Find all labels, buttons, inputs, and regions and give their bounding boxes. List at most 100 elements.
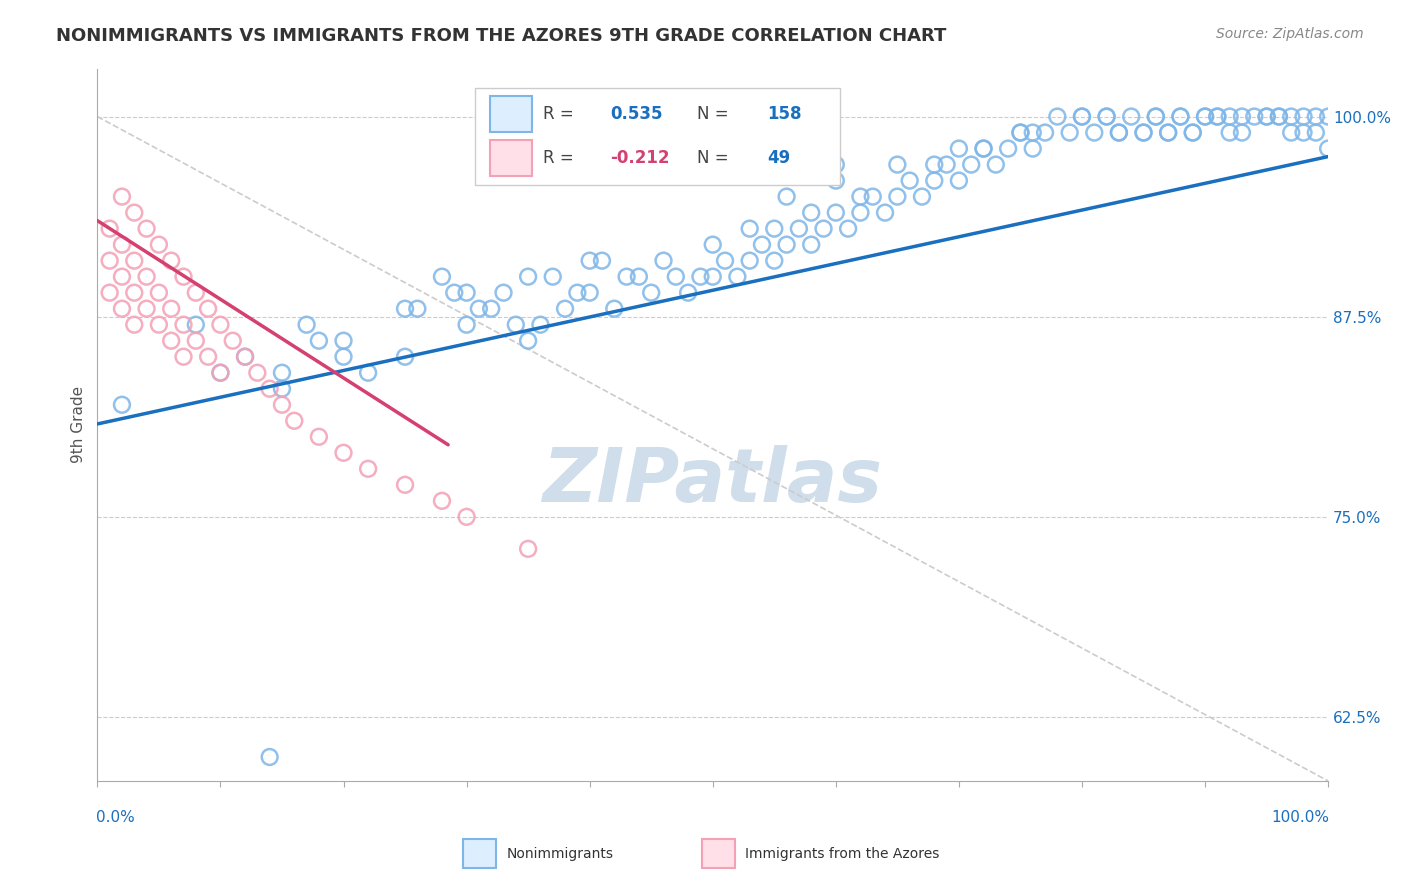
Point [111, 189, 134, 203]
Point [209, 366, 232, 380]
Point [824, 173, 846, 187]
Point [283, 414, 305, 428]
Point [1194, 110, 1216, 124]
Point [960, 158, 983, 172]
Point [394, 350, 416, 364]
Point [111, 398, 134, 412]
Point [233, 350, 256, 364]
Point [1095, 110, 1118, 124]
Point [456, 509, 478, 524]
Point [1279, 126, 1302, 140]
Point [111, 269, 134, 284]
Point [1059, 126, 1081, 140]
Point [922, 173, 945, 187]
Point [973, 142, 995, 156]
Point [222, 334, 245, 348]
Point [1219, 110, 1241, 124]
Point [824, 205, 846, 219]
Point [948, 142, 970, 156]
Point [308, 334, 330, 348]
Point [1206, 110, 1229, 124]
Point [357, 366, 380, 380]
Point [98, 253, 121, 268]
Point [332, 334, 354, 348]
Point [111, 237, 134, 252]
Text: 49: 49 [766, 150, 790, 168]
Text: R =: R = [543, 150, 579, 168]
Point [862, 189, 884, 203]
Point [567, 285, 589, 300]
Point [1083, 126, 1105, 140]
Text: Source: ZipAtlas.com: Source: ZipAtlas.com [1216, 27, 1364, 41]
Point [184, 285, 207, 300]
Point [1317, 142, 1340, 156]
Point [665, 269, 688, 284]
Point [616, 269, 638, 284]
Point [1121, 110, 1143, 124]
Point [160, 301, 183, 316]
Point [652, 253, 675, 268]
Point [603, 301, 626, 316]
Point [725, 269, 748, 284]
Y-axis label: 9th Grade: 9th Grade [72, 386, 86, 463]
Text: N =: N = [697, 105, 734, 123]
Text: 0.535: 0.535 [610, 105, 664, 123]
Text: 100.0%: 100.0% [1271, 810, 1329, 824]
Point [763, 253, 786, 268]
Point [1144, 110, 1167, 124]
Point [1022, 126, 1045, 140]
Point [1243, 110, 1265, 124]
Point [591, 253, 613, 268]
Point [394, 478, 416, 492]
Point [738, 221, 761, 235]
Point [184, 334, 207, 348]
Point [578, 253, 600, 268]
Point [1144, 110, 1167, 124]
Point [1230, 110, 1253, 124]
Point [456, 318, 478, 332]
Point [1317, 110, 1340, 124]
Point [246, 366, 269, 380]
Point [997, 142, 1019, 156]
Point [124, 285, 146, 300]
Point [1022, 142, 1045, 156]
Point [430, 269, 453, 284]
FancyBboxPatch shape [475, 87, 839, 185]
Point [259, 750, 281, 764]
Point [1268, 110, 1291, 124]
Point [135, 221, 157, 235]
Point [233, 350, 256, 364]
Point [430, 493, 453, 508]
Point [886, 189, 908, 203]
Point [1256, 110, 1278, 124]
Point [751, 237, 773, 252]
Point [578, 285, 600, 300]
Point [837, 221, 859, 235]
Point [209, 318, 232, 332]
Text: -0.212: -0.212 [610, 150, 671, 168]
Point [505, 318, 527, 332]
Point [1181, 126, 1204, 140]
Text: NONIMMIGRANTS VS IMMIGRANTS FROM THE AZORES 9TH GRADE CORRELATION CHART: NONIMMIGRANTS VS IMMIGRANTS FROM THE AZO… [56, 27, 946, 45]
Text: Immigrants from the Azores: Immigrants from the Azores [745, 847, 939, 861]
Point [1132, 126, 1154, 140]
Point [1157, 126, 1180, 140]
Point [492, 285, 515, 300]
Point [775, 237, 797, 252]
Point [517, 541, 540, 556]
Point [702, 237, 724, 252]
Point [517, 334, 540, 348]
Point [406, 301, 429, 316]
Point [1194, 110, 1216, 124]
Point [689, 269, 711, 284]
Point [554, 301, 576, 316]
Point [135, 301, 157, 316]
Point [1292, 126, 1315, 140]
Point [800, 205, 823, 219]
Point [886, 158, 908, 172]
Point [1108, 126, 1130, 140]
Point [702, 269, 724, 284]
Point [1256, 110, 1278, 124]
Point [1170, 110, 1192, 124]
Point [332, 446, 354, 460]
